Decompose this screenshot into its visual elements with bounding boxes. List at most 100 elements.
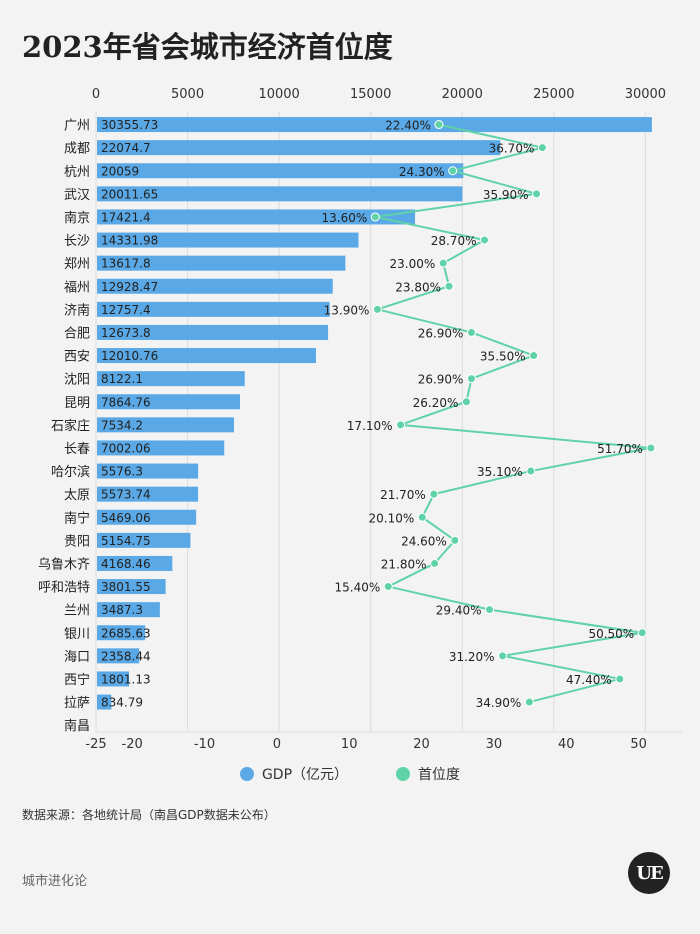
gdp-bar — [97, 324, 329, 340]
top-tick-label: 0 — [92, 87, 100, 102]
gdp-value-label: 5576.3 — [101, 465, 143, 479]
category-label: 南昌 — [64, 718, 90, 734]
gdp-value-label: 3487.3 — [101, 603, 143, 617]
gdp-value-label: 5154.75 — [101, 534, 151, 548]
top-tick-label: 10000 — [258, 87, 299, 102]
primacy-value-label: 51.70% — [597, 442, 643, 456]
data-source-note: 数据来源：各地统计局（南昌GDP数据未公布） — [22, 808, 276, 822]
gdp-value-label: 12010.76 — [101, 349, 158, 363]
gdp-bar — [97, 625, 146, 641]
top-tick-label: 30000 — [625, 87, 666, 102]
gdp-bar — [97, 555, 173, 571]
bottom-tick-label: 40 — [558, 737, 575, 752]
primacy-point — [429, 489, 439, 499]
gdp-bar — [97, 394, 241, 410]
bottom-tick-label: 10 — [341, 737, 358, 752]
gdp-value-label: 30355.73 — [101, 118, 158, 132]
gdp-value-label: 7864.76 — [101, 395, 151, 409]
gdp-value-label: 4168.46 — [101, 557, 151, 571]
primacy-value-label: 26.90% — [418, 326, 464, 340]
legend-item-gdp[interactable]: GDP（亿元） — [239, 764, 349, 784]
gdp-bar — [97, 117, 652, 133]
primacy-value-label: 35.90% — [483, 188, 529, 202]
primacy-value-label: 21.80% — [381, 557, 427, 571]
gdp-bar — [97, 163, 464, 179]
legend-label-primacy: 首位度 — [418, 767, 461, 783]
primacy-point — [524, 697, 534, 707]
primacy-point — [448, 166, 458, 176]
bottom-tick-label: -20 — [122, 737, 143, 752]
gdp-bar — [97, 671, 129, 687]
legend-label-gdp: GDP（亿元） — [261, 767, 349, 783]
primacy-point — [498, 651, 508, 661]
top-tick-label: 5000 — [171, 87, 204, 102]
gdp-value-label: 7534.2 — [101, 418, 143, 432]
category-label: 银川 — [64, 627, 90, 642]
gdp-bar — [97, 209, 416, 225]
primacy-value-label: 50.50% — [588, 627, 634, 641]
gdp-value-label: 20059 — [101, 164, 139, 178]
primacy-point — [434, 120, 444, 130]
bottom-tick-label: -25 — [85, 737, 106, 752]
primacy-point — [430, 558, 440, 568]
gdp-bar — [97, 186, 463, 202]
primacy-value-label: 22.40% — [385, 119, 431, 133]
category-label: 郑州 — [64, 257, 90, 272]
category-labels: 广州成都杭州武汉南京长沙郑州福州济南合肥西安沈阳昆明石家庄长春哈尔滨太原南宁贵阳… — [38, 119, 90, 735]
gdp-value-label: 2685.63 — [101, 626, 151, 640]
primacy-value-label: 23.00% — [389, 257, 435, 271]
primacy-line — [373, 123, 652, 704]
gdp-bar — [97, 648, 140, 664]
category-label: 长春 — [64, 442, 90, 457]
category-label: 贵阳 — [64, 534, 90, 549]
category-label: 海口 — [64, 650, 90, 665]
category-label: 沈阳 — [64, 373, 90, 388]
bars-layer: 30355.73 22074.7 20059 20011.65 17421.4 14331… — [97, 117, 652, 710]
category-label: 西安 — [64, 350, 90, 365]
primacy-point — [450, 535, 460, 545]
primacy-point — [372, 304, 382, 314]
gdp-value-label: 12928.47 — [101, 280, 158, 294]
primacy-value-label: 21.70% — [380, 488, 426, 502]
gdp-value-label: 14331.98 — [101, 234, 158, 248]
primacy-point — [646, 443, 656, 453]
primacy-value-label: 29.40% — [436, 604, 482, 618]
primacy-point — [537, 143, 547, 153]
gdp-value-label: 20011.65 — [101, 187, 158, 201]
primacy-value-label: 24.60% — [401, 534, 447, 548]
gdp-bar — [97, 371, 245, 387]
category-label: 昆明 — [64, 396, 90, 411]
primacy-value-label: 15.40% — [335, 581, 381, 595]
primacy-value-label: 36.70% — [489, 142, 535, 156]
top-tick-label: 25000 — [533, 87, 574, 102]
gdp-value-label: 5469.06 — [101, 511, 151, 525]
primacy-value-label: 26.20% — [413, 396, 459, 410]
gdp-bar — [97, 463, 199, 479]
gdp-bar — [97, 440, 225, 456]
brand-logo: UE — [628, 852, 670, 894]
category-label: 乌鲁木齐 — [38, 556, 90, 572]
top-tick-label: 15000 — [350, 87, 391, 102]
category-label: 呼和浩特 — [38, 581, 90, 596]
primacy-point — [438, 258, 448, 268]
gdp-value-label: 17421.4 — [101, 210, 151, 224]
gdp-value-label: 5573.74 — [101, 488, 151, 502]
top-axis: 0 5000 10000 15000 20000 25000 30000 — [92, 87, 666, 102]
bottom-axis: -25 -20 -10 0 10 20 30 40 50 — [85, 737, 646, 752]
primacy-value-label: 13.90% — [324, 303, 370, 317]
bottom-tick-label: 50 — [630, 737, 647, 752]
footer-brand: 城市进化论 — [22, 874, 88, 889]
primacy-value-label: 35.10% — [477, 465, 523, 479]
gdp-bar — [97, 301, 330, 317]
legend: GDP（亿元） 首位度 — [0, 764, 700, 784]
legend-item-primacy[interactable]: 首位度 — [396, 764, 460, 784]
primacy-point — [485, 605, 495, 615]
primacy-value-label: 47.40% — [566, 673, 612, 687]
gdp-bar — [97, 579, 166, 595]
gdp-bar — [97, 140, 501, 156]
primacy-point — [396, 420, 406, 430]
category-label: 太原 — [64, 488, 90, 503]
gdp-value-label: 2358.44 — [101, 649, 151, 663]
gdp-value-label: 1801.13 — [101, 672, 151, 686]
category-label: 哈尔滨 — [51, 464, 90, 480]
